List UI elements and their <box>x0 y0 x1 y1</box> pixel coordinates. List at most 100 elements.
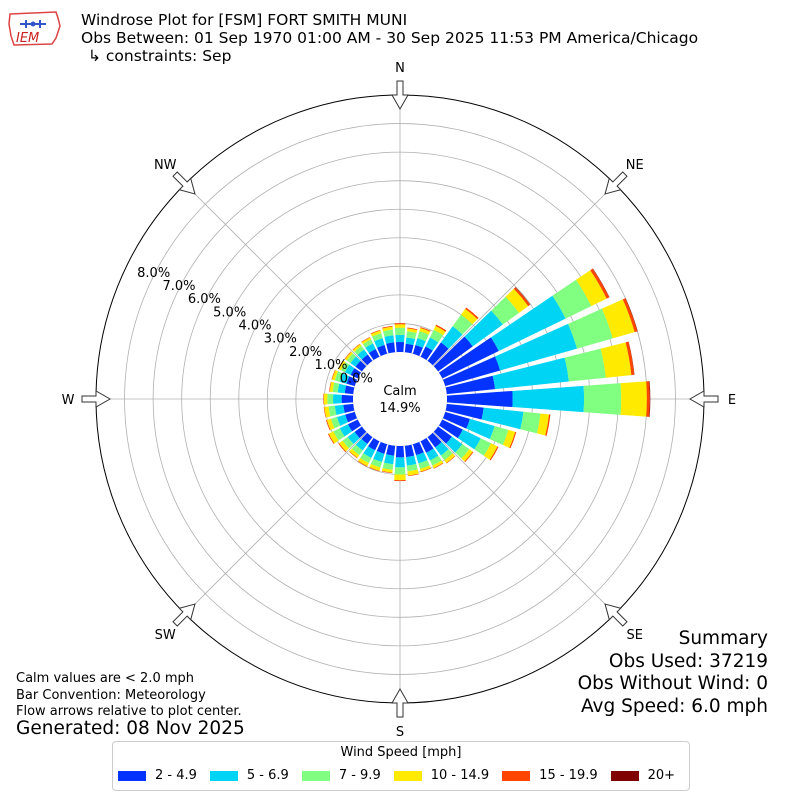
windrose-bar-segment <box>352 343 361 351</box>
windrose-bar-segment <box>457 429 481 450</box>
windrose-bar-segment <box>407 473 419 477</box>
windrose-bar-segment <box>336 414 348 426</box>
windrose-bar-segment <box>520 411 541 434</box>
windrose-bar-segment <box>370 330 382 337</box>
windrose-bar-segment <box>341 394 354 404</box>
legend-item: 10 - 14.9 <box>393 768 489 783</box>
windrose-bar-segment <box>420 327 431 332</box>
windrose-bar-segment <box>433 426 452 444</box>
windrose-bar-segment <box>355 360 367 372</box>
windrose-bar-segment <box>382 325 393 329</box>
windrose-bar-segment <box>433 336 473 372</box>
windrose-bar-segment <box>337 360 344 370</box>
windrose-bar-segment <box>382 329 394 337</box>
windrose-bar-segment <box>465 307 479 320</box>
windrose-bar-segment <box>412 441 424 456</box>
legend-items: 2 - 4.9 5 - 6.9 7 - 9.9 10 - 14.9 15 - 19.9 2… <box>118 768 688 783</box>
windrose-bar-segment <box>338 443 346 452</box>
legend-item: 7 - 9.9 <box>301 768 381 783</box>
windrose-bar-segment <box>536 413 550 436</box>
windrose-bar-segment <box>351 444 363 456</box>
windrose-bar-segment <box>362 339 373 348</box>
legend-swatch <box>118 770 146 781</box>
windrose-bar-segment <box>360 453 372 464</box>
windrose-bar-segment <box>545 414 551 436</box>
windrose-bar-segment <box>445 375 496 395</box>
windrose-bar-segment <box>513 287 531 307</box>
windrose-bar-segment <box>376 441 388 454</box>
chart-title: Windrose Plot for [FSM] FORT SMITH MUNI <box>81 11 408 29</box>
grid-spoke <box>399 183 616 400</box>
windrose-bar-segment <box>334 404 345 415</box>
windrose-bar-segment <box>407 469 419 476</box>
windrose-bar-segment <box>429 455 442 466</box>
radial-tick-label: 4.0% <box>238 319 271 334</box>
windrose-bar-segment <box>373 451 385 463</box>
summary-title: Summary <box>678 628 768 649</box>
windrose-bar-segment <box>345 411 358 423</box>
windrose-bar-segment <box>339 424 353 437</box>
legend-label: 5 - 6.9 <box>246 768 289 783</box>
radial-tick-label: 2.0% <box>289 345 322 360</box>
windrose-bar-segment <box>368 349 380 361</box>
windrose-bar-segment <box>552 279 592 319</box>
windrose-bar-segment <box>328 431 339 444</box>
windrose-bar-segment <box>394 323 406 325</box>
legend-label: 20+ <box>647 768 676 783</box>
direction-label-n: N <box>395 61 405 76</box>
windrose-bar-segment <box>325 419 331 431</box>
legend-swatch <box>502 770 531 781</box>
windrose-bar-segment <box>343 403 355 413</box>
windrose-bar-segment <box>491 296 520 325</box>
windrose-bar-segment <box>433 462 444 469</box>
windrose-bar-segment <box>464 451 474 463</box>
windrose-bar-segment <box>382 326 393 332</box>
direction-arrows <box>81 80 719 718</box>
obs-used: Obs Used: 37219 <box>608 650 768 672</box>
windrose-bar-segment <box>502 429 516 448</box>
windrose-bar-segment <box>323 393 328 405</box>
windrose-bar-segment <box>464 310 503 347</box>
avg-speed: Avg Speed: 6.0 mph <box>580 695 768 717</box>
radial-tick-label: 3.0% <box>264 332 297 347</box>
windrose-bar-segment <box>483 443 498 460</box>
windrose-bar-segment <box>445 403 484 420</box>
direction-label-e: E <box>728 393 736 408</box>
windrose-bar-segment <box>365 343 376 353</box>
legend: Wind Speed [mph] 2 - 4.9 5 - 6.9 7 - 9.9 10… <box>112 741 690 791</box>
windrose-bar-segment <box>426 448 439 461</box>
windrose-bar-segment <box>412 345 423 357</box>
windrose-bar-segment <box>354 345 365 355</box>
windrose-bar-segment <box>381 468 393 473</box>
generated-date: Generated: 08 Nov 2025 <box>16 718 245 739</box>
windrose-bar-segment <box>406 455 417 466</box>
windrose-bar-segment <box>446 436 463 453</box>
legend-label: 15 - 19.9 <box>539 768 598 783</box>
legend-label: 2 - 4.9 <box>155 768 197 783</box>
windrose-bar-segment <box>368 437 380 451</box>
windrose-bar-segment <box>337 383 347 394</box>
legend-swatch <box>393 770 422 781</box>
windrose-bar-segment <box>406 463 418 472</box>
legend-item: 20+ <box>610 768 676 783</box>
windrose-bar-segment <box>495 323 578 371</box>
windrose-bar-segment <box>444 453 455 463</box>
legend-item: 5 - 6.9 <box>209 768 289 783</box>
direction-label-sw: SW <box>155 628 176 643</box>
windrose-bar-segment <box>415 338 426 348</box>
obs-without-wind: Obs Without Wind: 0 <box>577 673 768 694</box>
windrose-bar-segment <box>442 411 470 429</box>
windrose-bar-segment <box>395 445 405 458</box>
flow-arrow-icon <box>81 390 112 408</box>
windrose-bar-segment <box>361 354 373 366</box>
windrose-bars <box>323 268 651 482</box>
windrose-bar-segment <box>333 394 342 404</box>
radial-tick-label: 8.0% <box>137 266 170 281</box>
windrose-bar-segment <box>333 428 345 441</box>
windrose-bar-segment <box>455 444 470 459</box>
windrose-bar-segment <box>481 407 524 430</box>
windrose-bar-segment <box>326 418 335 431</box>
windrose-bar-segment <box>323 406 327 418</box>
windrose-bar-segment <box>420 467 432 473</box>
windrose-bar-segment <box>417 331 429 342</box>
